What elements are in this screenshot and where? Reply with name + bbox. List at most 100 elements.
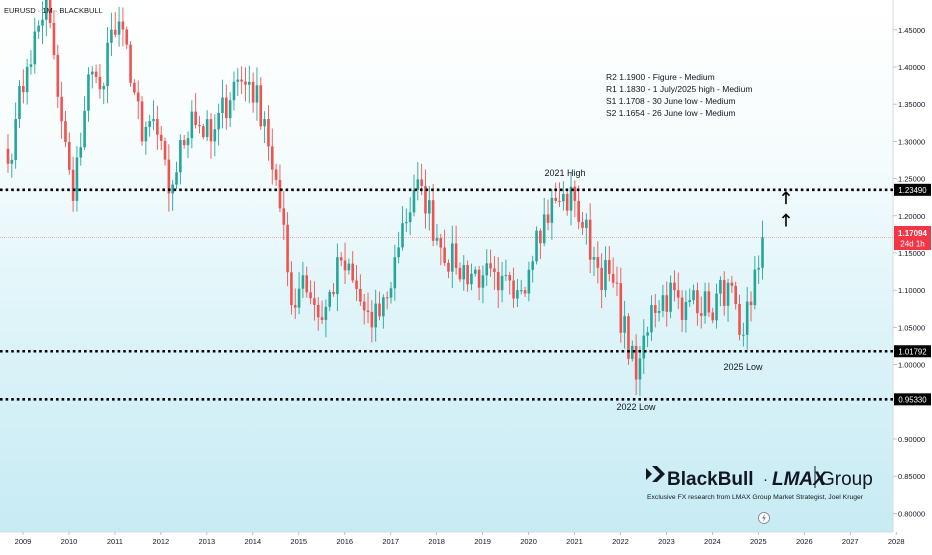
levels-info-r2: R2 1.1900 - Figure - Medium bbox=[606, 72, 715, 82]
candle-body bbox=[251, 81, 255, 103]
candle-body bbox=[90, 71, 94, 75]
up-arrows bbox=[781, 191, 791, 227]
time-tick-label: 2015 bbox=[290, 537, 307, 546]
candle-body bbox=[577, 200, 580, 222]
horizontal-levels[interactable]: 1.23490 1.01792 0.95330 bbox=[0, 183, 931, 406]
candle-body bbox=[546, 214, 550, 223]
candle-body bbox=[661, 295, 665, 311]
candle-body bbox=[75, 157, 79, 201]
candle-body bbox=[175, 172, 178, 185]
candle-body bbox=[726, 282, 730, 306]
candle-body bbox=[290, 272, 293, 306]
time-tick-label: 2017 bbox=[382, 537, 399, 546]
time-tick-label: 2014 bbox=[244, 537, 261, 546]
candle-body bbox=[500, 275, 504, 291]
candle-body bbox=[309, 292, 312, 299]
candle-body bbox=[623, 316, 626, 333]
candle-body bbox=[684, 302, 688, 320]
candle-body bbox=[67, 141, 71, 170]
candle-body bbox=[159, 134, 163, 141]
candle-body bbox=[167, 159, 171, 194]
candle-body bbox=[98, 76, 102, 90]
candle-body bbox=[87, 74, 90, 111]
time-tick-label: 2028 bbox=[888, 537, 905, 546]
candle-body bbox=[313, 298, 316, 305]
time-tick-label: 2020 bbox=[520, 537, 537, 546]
candle-body bbox=[569, 186, 573, 211]
price-tick-label: 1.05000 bbox=[898, 323, 925, 332]
candle-body bbox=[83, 110, 86, 148]
candle-body bbox=[619, 283, 623, 333]
candle-body bbox=[45, 0, 48, 20]
candle-body bbox=[33, 31, 37, 65]
logo-group: Group bbox=[820, 469, 873, 490]
candle-body bbox=[745, 301, 749, 335]
candle-body bbox=[236, 79, 240, 82]
candle-body bbox=[676, 290, 680, 298]
candle-body bbox=[217, 112, 220, 130]
levels-info-r1: R1 1.1830 - 1 July/2025 high - Medium bbox=[606, 84, 752, 94]
price-tick-label: 1.35000 bbox=[898, 100, 925, 109]
candle-body bbox=[565, 193, 569, 211]
candle-body bbox=[600, 267, 603, 291]
candle-body bbox=[542, 214, 546, 244]
replay-bolt-icon[interactable] bbox=[758, 512, 770, 524]
candle-body bbox=[462, 265, 466, 280]
candle-body bbox=[581, 221, 584, 228]
up-arrow-icon bbox=[781, 191, 791, 205]
candle-body bbox=[734, 285, 737, 305]
candle-body bbox=[6, 148, 10, 164]
blackbull-logo-icon bbox=[646, 466, 665, 482]
price-axis-background bbox=[893, 0, 932, 532]
candle-body bbox=[263, 119, 266, 127]
candle-body bbox=[247, 81, 251, 85]
candle-body bbox=[366, 310, 370, 312]
candle-body bbox=[301, 275, 305, 289]
logo-blackbull: BlackBull bbox=[667, 469, 754, 490]
candle-body bbox=[29, 64, 33, 67]
candle-body bbox=[362, 301, 366, 311]
candle-body bbox=[439, 238, 443, 248]
last-price-tag[interactable]: 1.17094 24d 1h bbox=[894, 226, 931, 250]
candle-body bbox=[523, 290, 527, 294]
candle-body bbox=[182, 139, 186, 146]
candle-body bbox=[722, 280, 726, 306]
branding: BlackBull · LMAX Group Exclusive FX rese… bbox=[646, 466, 873, 501]
candle-body bbox=[125, 29, 129, 45]
candle-body bbox=[496, 271, 500, 291]
candle-body bbox=[133, 82, 136, 93]
candle-body bbox=[320, 317, 324, 320]
price-tick-label: 1.15000 bbox=[898, 249, 925, 258]
candle-body bbox=[148, 121, 152, 127]
candle-body bbox=[642, 335, 646, 359]
candle-body bbox=[527, 269, 531, 294]
last-price-tag-bg bbox=[894, 226, 931, 250]
candle-body bbox=[604, 259, 607, 291]
candle-body bbox=[347, 263, 351, 271]
candle-body bbox=[650, 305, 653, 333]
price-tick-label: 1.10000 bbox=[898, 286, 925, 295]
candle-body bbox=[730, 282, 734, 286]
candle-body bbox=[324, 306, 328, 320]
candle-body bbox=[554, 197, 557, 201]
candle-body bbox=[41, 19, 44, 26]
time-tick-label: 2025 bbox=[750, 537, 767, 546]
candle-body bbox=[558, 200, 561, 202]
candle-body bbox=[761, 237, 764, 268]
candle-body bbox=[48, 0, 52, 23]
time-tick-label: 2023 bbox=[658, 537, 675, 546]
candle-body bbox=[466, 265, 469, 285]
candle-body bbox=[665, 295, 669, 312]
candle-body bbox=[255, 85, 259, 103]
candle-body bbox=[282, 208, 286, 225]
candle-body bbox=[477, 269, 481, 288]
candle-body bbox=[374, 303, 377, 328]
candle-body bbox=[393, 257, 397, 289]
price-tick-label: 1.45000 bbox=[898, 26, 925, 35]
candle-body bbox=[688, 300, 692, 303]
candle-body bbox=[144, 126, 148, 142]
candle-body bbox=[707, 291, 711, 313]
candle-body bbox=[328, 291, 332, 307]
